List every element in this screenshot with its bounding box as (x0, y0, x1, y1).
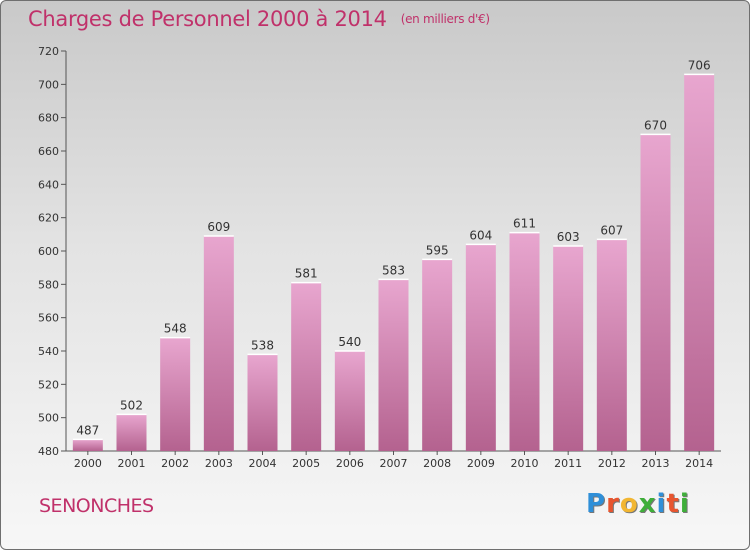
x-tick-label-2001: 2001 (118, 457, 146, 470)
bar-2001[interactable] (116, 414, 147, 451)
bar-2012[interactable] (596, 239, 627, 451)
y-tick-label: 500 (38, 412, 59, 425)
value-label-2006: 540 (338, 335, 361, 349)
chart-title: Charges de Personnel 2000 à 2014 (en mill… (28, 7, 490, 31)
bar-2007[interactable] (378, 279, 409, 451)
y-tick-label: 700 (38, 78, 59, 91)
y-tick-label: 720 (38, 45, 59, 58)
x-tick-label-2012: 2012 (598, 457, 626, 470)
city-name: SENONCHES (39, 495, 154, 517)
y-tick-label: 620 (38, 212, 59, 225)
value-label-2007: 583 (382, 263, 405, 277)
value-label-2002: 548 (164, 322, 187, 336)
logo-letter: o (619, 489, 639, 519)
bar-2011[interactable] (553, 246, 584, 451)
bar-2014[interactable] (684, 74, 715, 451)
x-tick-label-2005: 2005 (292, 457, 320, 470)
x-tick-label-2000: 2000 (74, 457, 102, 470)
value-label-2003: 609 (207, 220, 230, 234)
x-tick-label-2010: 2010 (511, 457, 539, 470)
x-tick-label-2003: 2003 (205, 457, 233, 470)
bar-2000[interactable] (72, 439, 103, 451)
y-tick-label: 680 (38, 112, 59, 125)
value-label-2000: 487 (76, 423, 99, 437)
y-tick-label: 560 (38, 312, 59, 325)
x-tick-label-2014: 2014 (685, 457, 713, 470)
logo-letter: x (638, 489, 657, 519)
y-tick-label: 580 (38, 278, 59, 291)
y-tick-label: 660 (38, 145, 59, 158)
value-label-2014: 706 (688, 58, 711, 72)
value-label-2005: 581 (295, 267, 318, 281)
value-label-2010: 611 (513, 217, 536, 231)
bar-2010[interactable] (509, 232, 540, 451)
value-label-2001: 502 (120, 398, 143, 412)
logo-letter: i (679, 489, 690, 519)
x-tick-label-2009: 2009 (467, 457, 495, 470)
bar-2006[interactable] (334, 351, 365, 451)
logo-letter: i (656, 489, 667, 519)
proxiti-logo[interactable]: Proxiti (586, 489, 690, 519)
bar-2005[interactable] (291, 282, 322, 451)
x-tick-label-2002: 2002 (161, 457, 189, 470)
value-label-2004: 538 (251, 338, 274, 352)
y-tick-label: 640 (38, 178, 59, 191)
value-label-2009: 604 (469, 228, 492, 242)
x-tick-label-2013: 2013 (642, 457, 670, 470)
y-tick-label: 480 (38, 445, 59, 458)
y-tick-label: 600 (38, 245, 59, 258)
x-tick-label-2007: 2007 (380, 457, 408, 470)
x-tick-label-2004: 2004 (249, 457, 277, 470)
bar-2003[interactable] (203, 236, 234, 451)
bar-2004[interactable] (247, 354, 278, 451)
bar-2008[interactable] (422, 259, 453, 451)
value-label-2008: 595 (426, 243, 449, 257)
bar-2013[interactable] (640, 134, 671, 452)
y-tick-label: 520 (38, 378, 59, 391)
x-tick-label-2011: 2011 (554, 457, 582, 470)
y-tick-label: 540 (38, 345, 59, 358)
x-tick-label-2006: 2006 (336, 457, 364, 470)
logo-letter: r (606, 489, 620, 519)
x-tick-label-2008: 2008 (423, 457, 451, 470)
logo-letter: P (586, 489, 607, 519)
value-label-2012: 607 (600, 223, 623, 237)
chart-title-text: Charges de Personnel 2000 à 2014 (28, 7, 387, 31)
value-label-2013: 670 (644, 118, 667, 132)
bar-2002[interactable] (160, 337, 191, 451)
logo-letter: t (666, 489, 680, 519)
value-label-2011: 603 (557, 230, 580, 244)
bar-2009[interactable] (465, 244, 496, 451)
chart-subtitle: (en milliers d'€) (400, 12, 490, 26)
